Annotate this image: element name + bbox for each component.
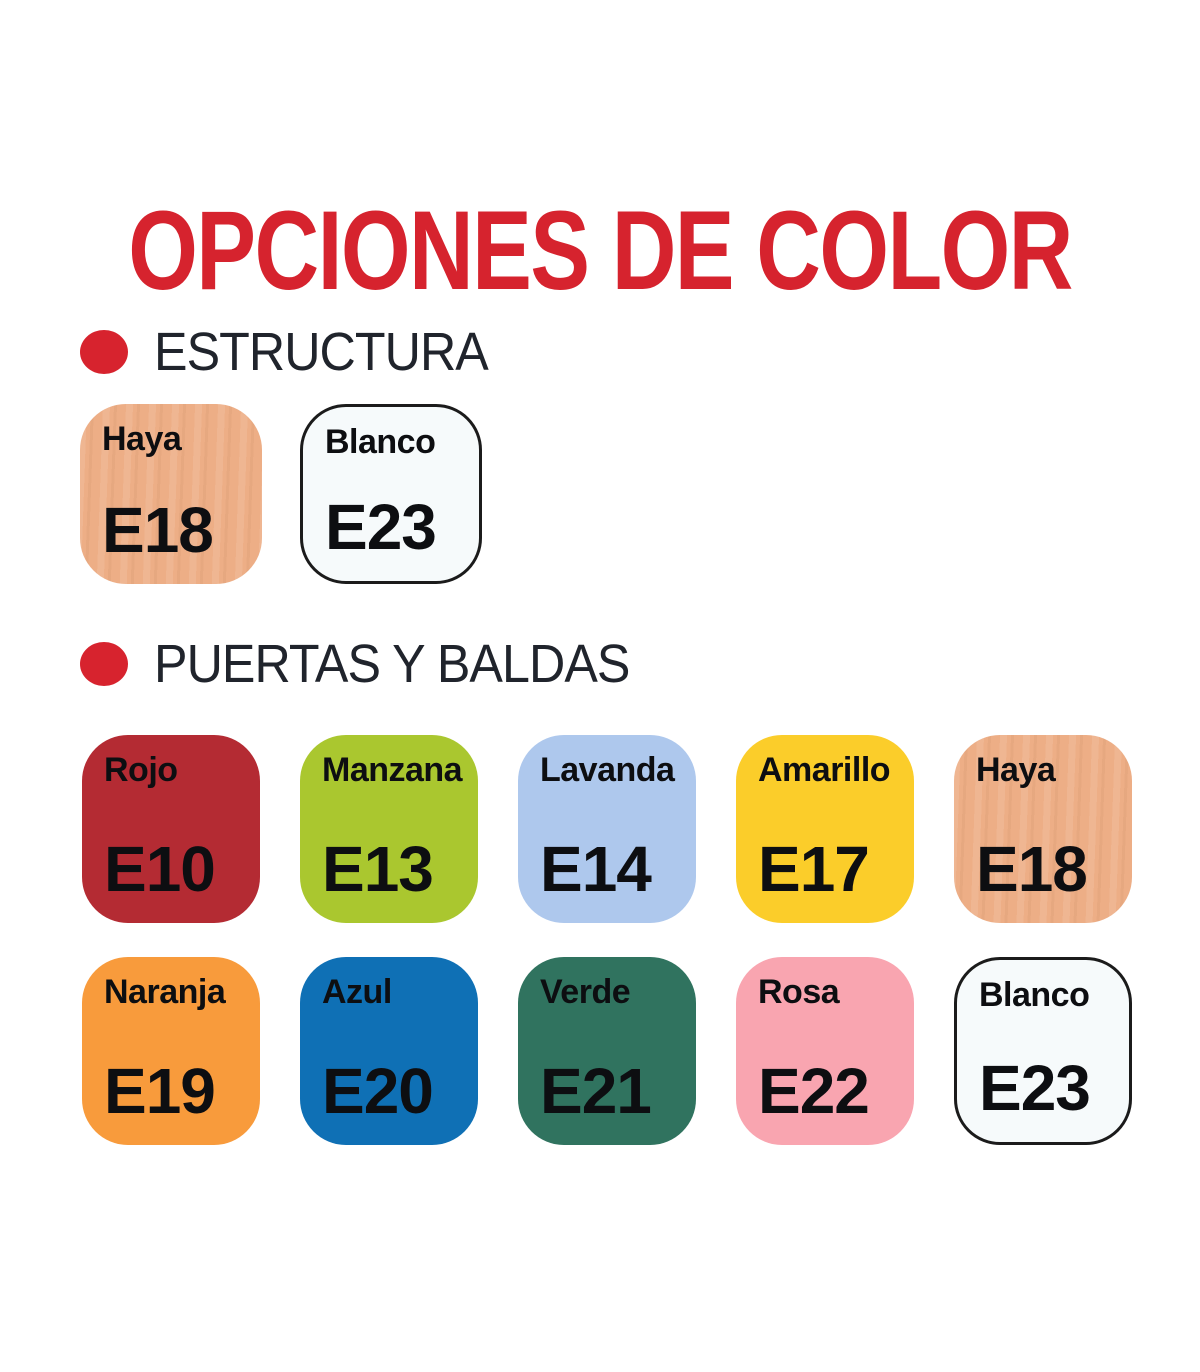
swatch-color-name: Verde bbox=[540, 973, 631, 1011]
red-dot-icon bbox=[80, 330, 128, 374]
swatch-color-name: Azul bbox=[322, 973, 392, 1011]
swatch-color-name: Blanco bbox=[979, 976, 1090, 1014]
swatch-color-code: E17 bbox=[758, 833, 870, 905]
color-swatch: Blanco E23 bbox=[300, 404, 482, 584]
swatch-color-name: Manzana bbox=[322, 751, 463, 789]
swatch-color-code: E18 bbox=[976, 833, 1088, 905]
swatch-color-name: Lavanda bbox=[540, 751, 675, 789]
swatch-color-name: Haya bbox=[102, 420, 182, 458]
swatch-color-name: Rosa bbox=[758, 973, 840, 1011]
swatch-color-name: Blanco bbox=[325, 423, 436, 461]
swatch-color-name: Amarillo bbox=[758, 751, 891, 789]
color-swatch: Verde E21 bbox=[518, 957, 696, 1145]
swatch-color-code: E14 bbox=[540, 833, 652, 905]
swatch-color-code: E23 bbox=[325, 491, 437, 563]
color-swatch: Rosa E22 bbox=[736, 957, 914, 1145]
swatch-color-code: E20 bbox=[322, 1055, 434, 1127]
color-swatch: Rojo E10 bbox=[82, 735, 260, 923]
section-label: ESTRUCTURA bbox=[154, 322, 489, 382]
color-swatch: Lavanda E14 bbox=[518, 735, 696, 923]
swatch-color-code: E23 bbox=[979, 1052, 1091, 1124]
swatch-color-code: E18 bbox=[102, 494, 214, 566]
color-swatch: Amarillo E17 bbox=[736, 735, 914, 923]
swatch-color-code: E21 bbox=[540, 1055, 652, 1127]
color-swatch: Haya E18 bbox=[954, 735, 1132, 923]
swatch-color-name: Haya bbox=[976, 751, 1056, 789]
swatch-color-name: Naranja bbox=[104, 973, 226, 1011]
color-swatch: Naranja E19 bbox=[82, 957, 260, 1145]
swatch-color-code: E19 bbox=[104, 1055, 216, 1127]
doors-shelves-swatch-grid: Rojo E10 Manzana E13 Lavanda E14 Amarill… bbox=[82, 735, 1132, 1145]
page-title: OPCIONES DE COLOR bbox=[128, 188, 1073, 313]
structure-swatch-row: Haya E18 Blanco E23 bbox=[80, 404, 482, 584]
section-label: PUERTAS Y BALDAS bbox=[154, 634, 630, 694]
section-header-estructura: ESTRUCTURA bbox=[80, 322, 513, 382]
color-swatch: Haya E18 bbox=[80, 404, 262, 584]
swatch-color-name: Rojo bbox=[104, 751, 178, 789]
section-header-puertas-y-baldas: PUERTAS Y BALDAS bbox=[80, 634, 665, 694]
color-swatch: Blanco E23 bbox=[954, 957, 1132, 1145]
color-swatch: Manzana E13 bbox=[300, 735, 478, 923]
swatch-color-code: E13 bbox=[322, 833, 434, 905]
swatch-color-code: E10 bbox=[104, 833, 216, 905]
red-dot-icon bbox=[80, 642, 128, 686]
color-swatch: Azul E20 bbox=[300, 957, 478, 1145]
swatch-color-code: E22 bbox=[758, 1055, 870, 1127]
